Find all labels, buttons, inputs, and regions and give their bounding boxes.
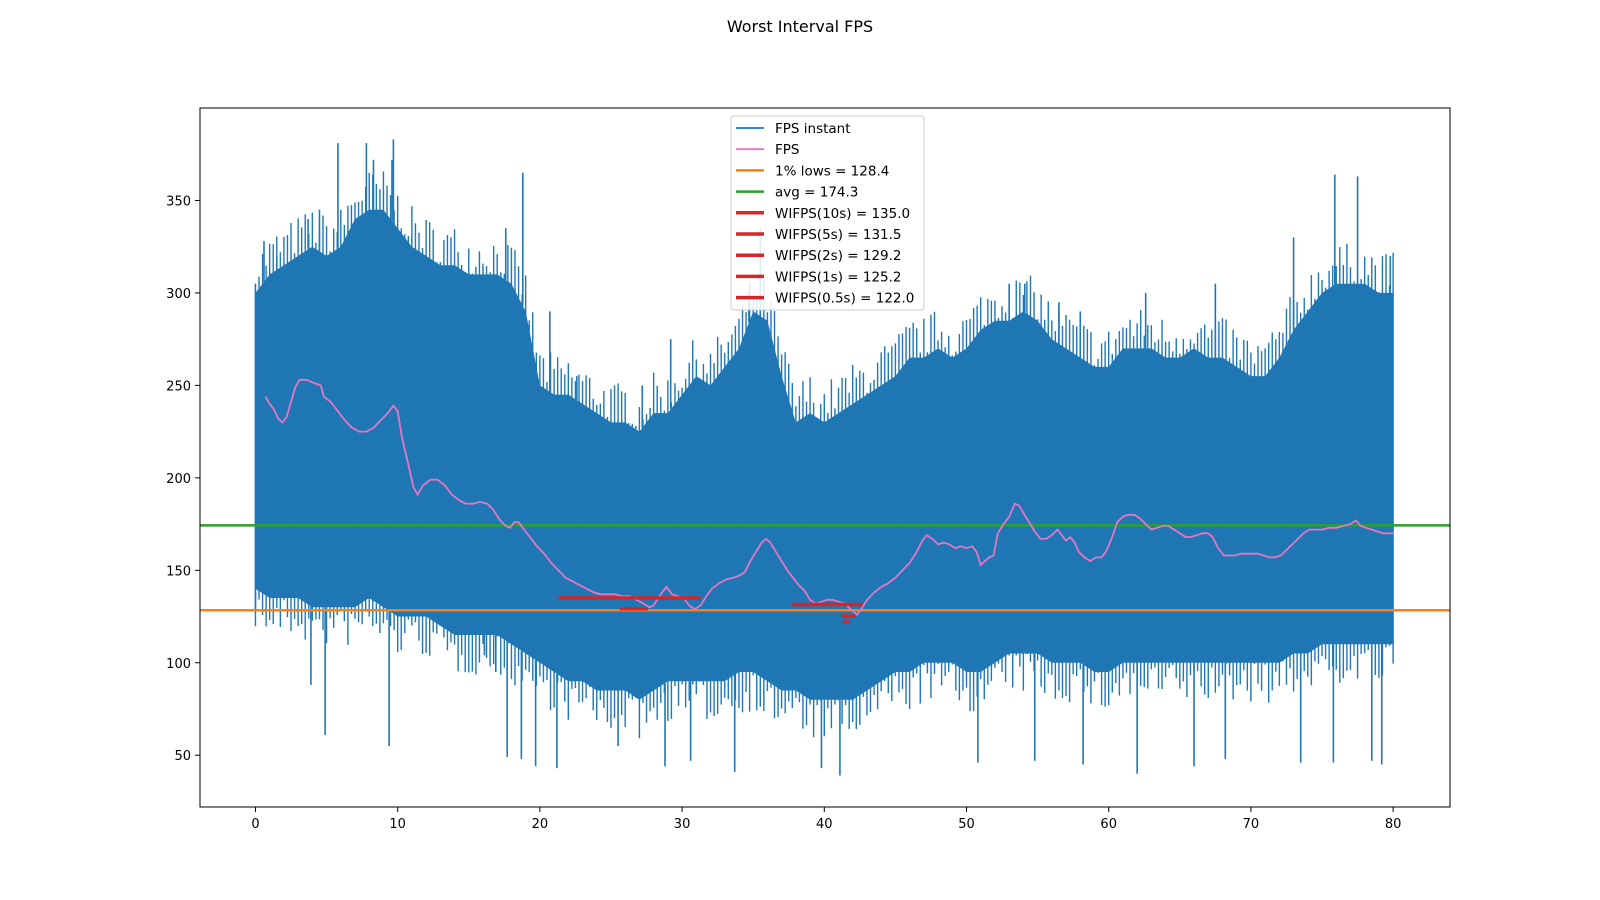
x-tick-label: 20 bbox=[532, 817, 549, 832]
legend-label: WIFPS(10s) = 135.0 bbox=[775, 206, 910, 222]
x-tick-label: 70 bbox=[1243, 817, 1260, 832]
legend-label: FPS instant bbox=[775, 121, 851, 137]
x-tick-label: 10 bbox=[389, 817, 406, 832]
x-tick-label: 40 bbox=[816, 817, 833, 832]
x-axis: 0 10 20 30 40 50 60 70 80 bbox=[251, 807, 1401, 832]
legend-label: WIFPS(2s) = 129.2 bbox=[775, 248, 902, 264]
y-axis: 50 100 150 200 250 300 350 bbox=[166, 194, 200, 764]
legend-label: WIFPS(0.5s) = 122.0 bbox=[775, 291, 914, 307]
legend-label: avg = 174.3 bbox=[775, 185, 858, 201]
y-tick-label: 200 bbox=[166, 472, 191, 487]
legend-label: WIFPS(5s) = 131.5 bbox=[775, 227, 902, 243]
x-tick-label: 50 bbox=[958, 817, 975, 832]
legend-label: FPS bbox=[775, 142, 799, 158]
chart-title: Worst Interval FPS bbox=[727, 17, 873, 36]
legend-box bbox=[730, 115, 925, 311]
y-tick-label: 50 bbox=[174, 749, 191, 764]
x-tick-label: 30 bbox=[674, 817, 691, 832]
y-tick-label: 300 bbox=[166, 287, 191, 302]
plot-frame bbox=[199, 107, 1451, 808]
x-tick-label: 0 bbox=[251, 817, 259, 832]
wifps-segments bbox=[558, 596, 863, 624]
y-tick-label: 250 bbox=[166, 379, 191, 394]
y-tick-label: 150 bbox=[166, 564, 191, 579]
y-tick-label: 100 bbox=[166, 657, 191, 672]
plot-area bbox=[200, 139, 1450, 776]
x-tick-label: 80 bbox=[1385, 817, 1402, 832]
fps-instant-series bbox=[254, 139, 1394, 776]
y-tick-label: 350 bbox=[166, 194, 191, 209]
fps-line bbox=[264, 378, 1394, 617]
legend-label: WIFPS(1s) = 125.2 bbox=[775, 269, 902, 285]
legend-label: 1% lows = 128.4 bbox=[775, 163, 889, 179]
x-tick-label: 60 bbox=[1100, 817, 1117, 832]
legend: FPS instant FPS 1% lows = 128.4 avg = 174.3… bbox=[730, 115, 925, 311]
